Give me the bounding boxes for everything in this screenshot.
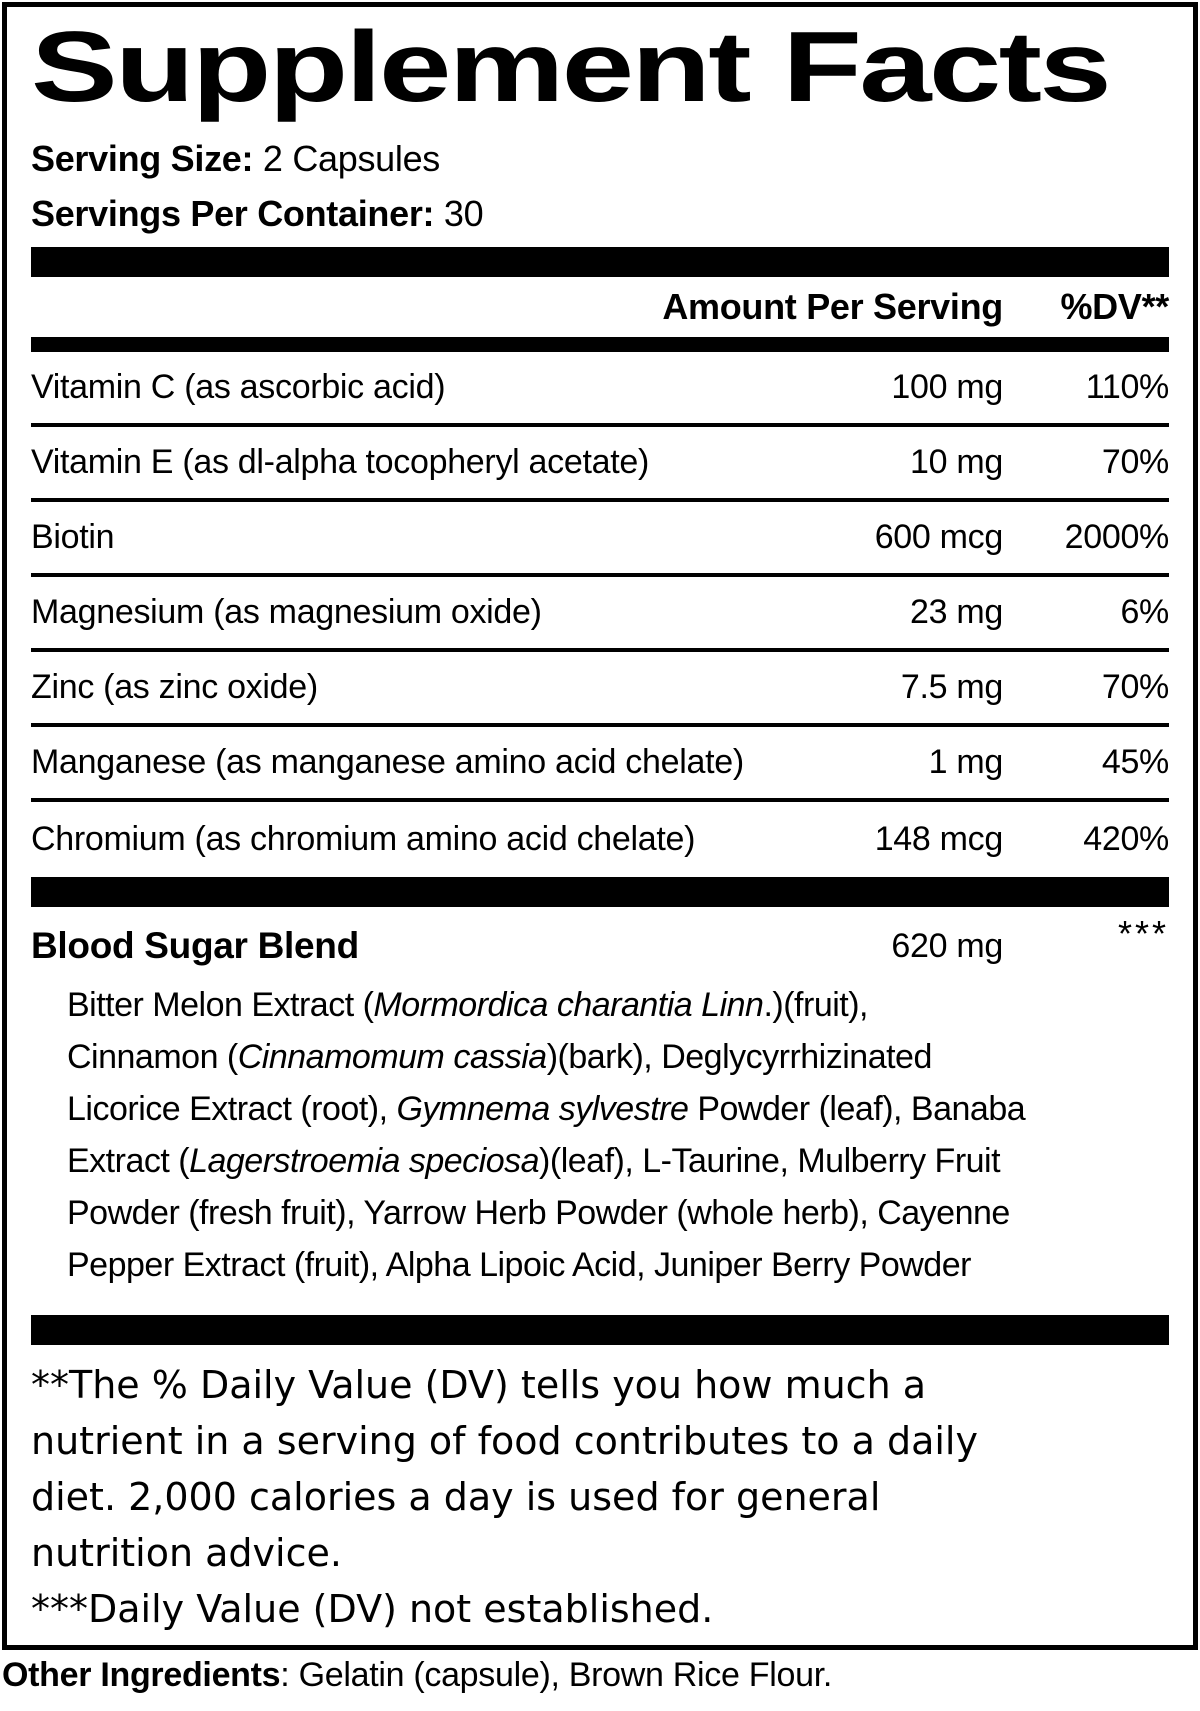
thick-divider-1 <box>31 247 1169 277</box>
nutrient-dv: 110% <box>1085 368 1170 406</box>
blend-description-line: Bitter Melon Extract (Mormordica charant… <box>67 979 1169 1031</box>
thick-divider-2 <box>31 337 1169 352</box>
blend-amount: 620 mg <box>891 926 1003 965</box>
blend-text: Extract ( <box>67 1142 190 1180</box>
serving-info: Serving Size: 2 Capsules Servings Per Co… <box>31 131 1169 241</box>
blend-description: Bitter Melon Extract (Mormordica charant… <box>67 979 1169 1291</box>
servings-per-container-line: Servings Per Container: 30 <box>31 186 1169 241</box>
nutrient-amount: 1 mg <box>928 743 1004 781</box>
blend-name: Blood Sugar Blend <box>31 925 359 966</box>
nutrient-dv: 70% <box>1101 668 1169 706</box>
blend-row: Blood Sugar Blend 620 mg *** <box>31 907 1169 975</box>
blend-text: )(leaf), L-Taurine, Mulberry Fruit <box>539 1142 1001 1180</box>
serving-size-label: Serving Size: <box>31 138 254 179</box>
panel-title: Supplement Facts <box>31 11 1112 123</box>
blend-text: Bitter Melon Extract ( <box>67 986 374 1024</box>
blend-description-line: Licorice Extract (root), Gymnema sylvest… <box>67 1083 1169 1135</box>
nutrient-amount: 100 mg <box>891 368 1003 406</box>
blend-description-line: Powder (fresh fruit), Yarrow Herb Powder… <box>67 1187 1169 1239</box>
blend-latin-name: Mormordica charantia Linn <box>373 986 764 1024</box>
footnotes: **The % Daily Value (DV) tells you how m… <box>31 1357 1169 1637</box>
blend-description-line: Cinnamon (Cinnamomum cassia)(bark), Degl… <box>67 1031 1169 1083</box>
nutrient-amount: 600 mcg <box>874 518 1004 556</box>
nutrient-name: Biotin <box>31 518 115 556</box>
table-column-header: Amount Per Serving %DV** <box>31 277 1169 337</box>
footnote-dv-line: nutrient in a serving of food contribute… <box>31 1419 978 1463</box>
table-row: Manganese (as manganese amino acid chela… <box>31 727 1169 802</box>
servings-per-container-label: Servings Per Container: <box>31 193 435 234</box>
nutrient-name: Zinc (as zinc oxide) <box>31 668 318 706</box>
blend-text: .)(fruit), <box>763 986 868 1024</box>
blend-text: Licorice Extract (root), <box>67 1090 397 1128</box>
nutrient-dv: 70% <box>1101 443 1169 481</box>
thick-divider-3 <box>31 877 1169 907</box>
blend-text: Pepper Extract (fruit), Alpha Lipoic Aci… <box>67 1246 971 1284</box>
other-ingredients-value: : Gelatin (capsule), Brown Rice Flour. <box>280 1656 832 1694</box>
nutrient-name: Vitamin E (as dl-alpha tocopheryl acetat… <box>31 443 649 481</box>
table-row: Chromium (as chromium amino acid chelate… <box>31 802 1169 877</box>
blend-latin-name: Lagerstroemia speciosa <box>189 1142 540 1180</box>
serving-size-value: 2 Capsules <box>262 138 440 179</box>
nutrient-amount: 23 mg <box>910 593 1003 631</box>
footnote-not-established: ***Daily Value (DV) not established. <box>31 1587 714 1631</box>
table-row: Vitamin E (as dl-alpha tocopheryl acetat… <box>31 427 1169 502</box>
thick-divider-4 <box>31 1315 1169 1345</box>
nutrient-dv: 2000% <box>1064 518 1170 556</box>
nutrient-dv: 45% <box>1101 743 1169 781</box>
blend-description-line: Pepper Extract (fruit), Alpha Lipoic Aci… <box>67 1239 1169 1291</box>
nutrient-dv: 6% <box>1120 593 1169 631</box>
nutrient-name: Magnesium (as magnesium oxide) <box>31 593 542 631</box>
blend-description-line: Extract (Lagerstroemia speciosa)(leaf), … <box>67 1135 1169 1187</box>
blend-latin-name: Cinnamomum cassia <box>237 1038 547 1076</box>
blend-latin-name: Gymnema sylvestre <box>396 1090 689 1128</box>
nutrient-name: Vitamin C (as ascorbic acid) <box>31 368 446 406</box>
blend-text: Powder (leaf), Banaba <box>688 1090 1026 1128</box>
footnote-dv-line: **The % Daily Value (DV) tells you how m… <box>31 1363 927 1407</box>
nutrient-amount: 7.5 mg <box>900 668 1003 706</box>
dv-header: %DV** <box>1060 286 1169 327</box>
footnote-dv-line: diet. 2,000 calories a day is used for g… <box>31 1475 881 1519</box>
amount-per-serving-header: Amount Per Serving <box>662 286 1003 327</box>
table-row: Zinc (as zinc oxide) 7.5 mg 70% <box>31 652 1169 727</box>
nutrient-amount: 148 mcg <box>874 820 1004 858</box>
other-ingredients-label: Other Ingredients <box>2 1656 281 1694</box>
table-row: Magnesium (as magnesium oxide) 23 mg 6% <box>31 577 1169 652</box>
nutrient-name: Manganese (as manganese amino acid chela… <box>31 743 744 781</box>
servings-per-container-value: 30 <box>443 193 484 234</box>
serving-size-line: Serving Size: 2 Capsules <box>31 131 1169 186</box>
blend-text: )(bark), Deglycyrrhizinated <box>546 1038 933 1076</box>
nutrient-name: Chromium (as chromium amino acid chelate… <box>31 820 696 858</box>
table-row: Biotin 600 mcg 2000% <box>31 502 1169 577</box>
blend-text: Powder (fresh fruit), Yarrow Herb Powder… <box>67 1194 1010 1232</box>
footnote-dv-line: nutrition advice. <box>31 1531 342 1575</box>
nutrient-amount: 10 mg <box>910 443 1003 481</box>
table-row: Vitamin C (as ascorbic acid) 100 mg 110% <box>31 352 1169 427</box>
supplement-facts-panel: Supplement Facts Serving Size: 2 Capsule… <box>2 2 1198 1650</box>
other-ingredients-line: Other Ingredients: Gelatin (capsule), Br… <box>2 1656 832 1695</box>
blend-dv-asterisks: *** <box>1117 913 1169 954</box>
blend-text: Cinnamon ( <box>67 1038 238 1076</box>
nutrient-dv: 420% <box>1083 820 1169 858</box>
